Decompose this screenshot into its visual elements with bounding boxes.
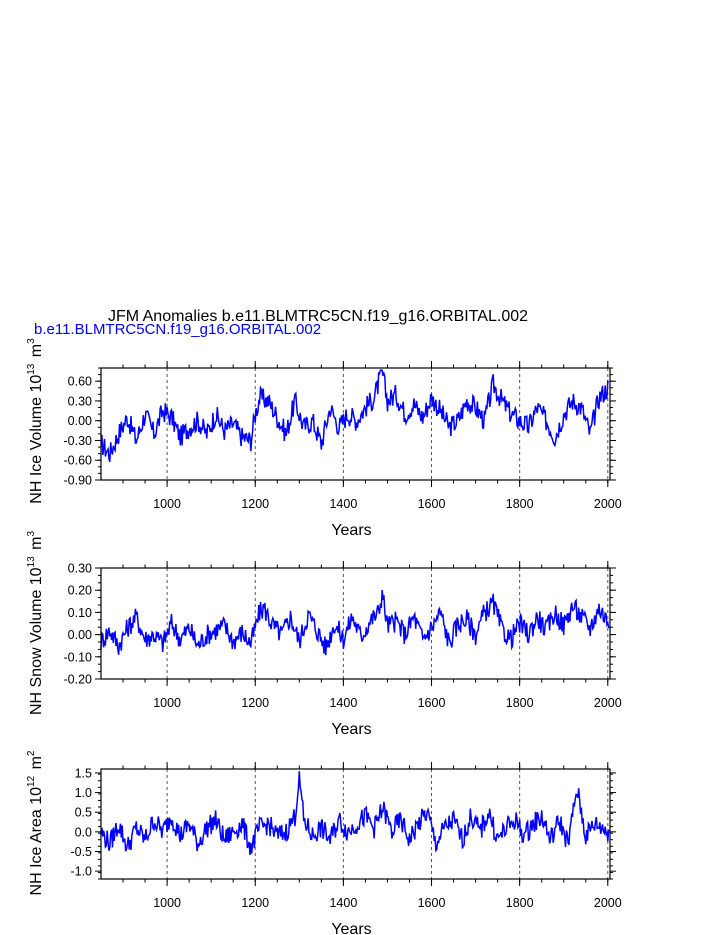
xtick-label: 1400 [329,497,357,511]
xtick-label: 1200 [241,497,269,511]
ytick-label: 0.10 [68,606,92,620]
ytick-label: -1.0 [70,865,92,879]
ytick-label: 0.00 [68,414,92,428]
ytick-label: 0.0 [75,825,92,839]
xtick-label: 1000 [153,896,181,910]
ytick-label: -0.5 [70,845,92,859]
plot-frame [100,768,611,880]
y-axis-label: NH Ice Area 1012 m2 [26,750,45,895]
legend-label: b.e11.BLMTRC5CN.f19_g16.ORBITAL.002 [34,321,321,338]
xtick-label: 1800 [506,497,534,511]
ytick-label: 0.20 [68,584,92,598]
ytick-label: 0.30 [68,562,92,576]
series-line [100,590,610,656]
xtick-label: 1800 [506,896,534,910]
xtick-label: 1600 [418,497,446,511]
ytick-label: -0.30 [64,434,93,448]
x-axis-label: Years [331,721,371,738]
panel-2: -0.20 -0.10 0.00 0.10 0.20 0.30 1000 1200 1400 16… [26,531,622,738]
xtick-label: 1400 [329,896,357,910]
series-line [100,369,610,462]
ytick-label: 1.0 [75,786,92,800]
panel-1: -0.90 -0.60 -0.30 0.00 0.30 0.60 1000 1200 1400 1… [26,338,622,539]
xtick-label: 2000 [594,497,622,511]
x-axis-label: Years [331,921,371,935]
y-axis-label: NH Snow Volume 1013 m3 [26,531,45,716]
xtick-label: 2000 [594,896,622,910]
xtick-label: 1600 [418,696,446,710]
xtick-label: 1000 [153,696,181,710]
ytick-label: -0.60 [64,454,93,468]
panel-3: -1.0 -0.5 0.0 0.5 1.0 1.5 1000 1200 1400 1600 1800… [26,750,622,935]
ytick-label: 0.00 [68,628,92,642]
panels: -0.90 -0.60 -0.30 0.00 0.30 0.60 1000 1200 1400 1… [26,338,622,935]
ytick-label: 0.30 [68,394,92,408]
ytick-label: -0.10 [64,650,93,664]
xtick-label: 1200 [241,696,269,710]
xtick-label: 1200 [241,896,269,910]
chart-title: JFM Anomalies b.e11.BLMTRC5CN.f19_g16.OR… [108,308,528,325]
xtick-label: 1800 [506,696,534,710]
plot-frame [100,367,611,481]
xtick-label: 1600 [418,896,446,910]
ytick-label: 0.60 [68,375,92,389]
ytick-label: 1.5 [75,766,92,780]
ytick-label: -0.20 [64,673,93,687]
xtick-label: 2000 [594,696,622,710]
series-line [100,771,610,855]
ytick-label: -0.90 [64,474,93,488]
xtick-label: 1000 [153,497,181,511]
ytick-label: 0.5 [75,806,92,820]
y-axis-label: NH Ice Volume 1013 m3 [26,338,45,504]
plot-frame [100,567,611,680]
xtick-label: 1400 [329,696,357,710]
x-axis-label: Years [331,522,371,539]
